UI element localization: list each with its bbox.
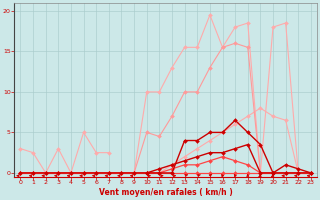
X-axis label: Vent moyen/en rafales ( km/h ): Vent moyen/en rafales ( km/h ) [99, 188, 233, 197]
